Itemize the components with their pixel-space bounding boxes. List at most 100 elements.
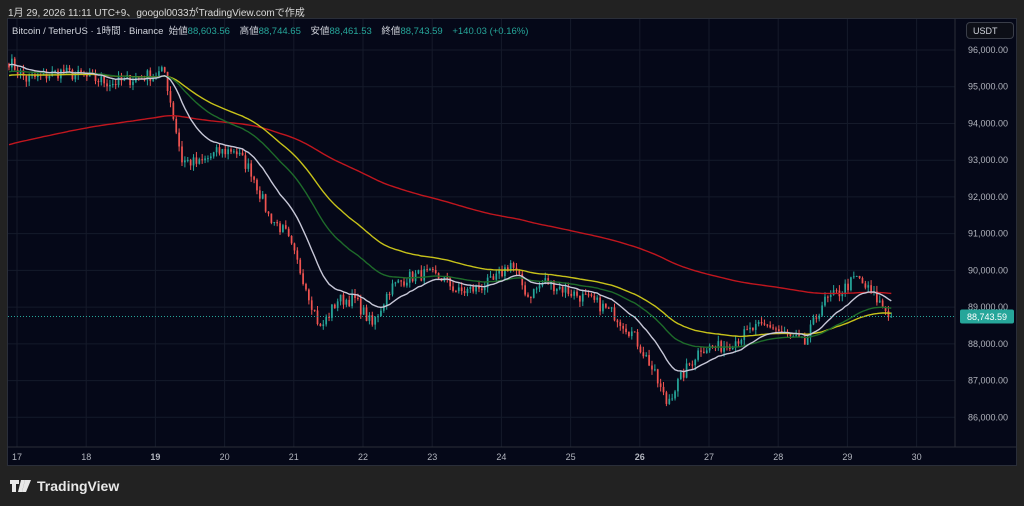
candle-down: [328, 316, 330, 318]
ma-slow-line: [8, 73, 892, 338]
x-tick-label: 29: [842, 452, 852, 462]
candle-down: [472, 286, 475, 292]
candle-up: [573, 291, 575, 296]
candle-up: [806, 337, 809, 345]
candle-down: [861, 278, 864, 284]
x-tick-label: 27: [704, 452, 714, 462]
candle-down: [172, 102, 175, 119]
candle-down: [189, 159, 192, 166]
candle-down: [264, 194, 267, 212]
candle-up: [397, 280, 400, 283]
y-tick-label: 88,000.00: [968, 339, 1008, 349]
low-value: 88,461.53: [329, 26, 372, 37]
candle-up: [731, 347, 734, 349]
candle-up: [51, 71, 54, 77]
candle-down: [711, 345, 714, 347]
candle-down: [308, 289, 310, 301]
chart-panel[interactable]: [7, 18, 1017, 466]
candle-up: [852, 276, 855, 278]
ma-mid-line: [8, 70, 892, 349]
candle-up: [345, 299, 348, 305]
candle-down: [524, 285, 526, 295]
candle-down: [884, 307, 887, 312]
candle-up: [117, 76, 120, 86]
candle-up: [538, 285, 541, 289]
candle-up: [160, 67, 163, 72]
candle-down: [521, 273, 524, 286]
x-tick-label: 20: [220, 452, 230, 462]
candle-down: [835, 290, 838, 292]
candle-up: [509, 263, 512, 271]
x-tick-label: 25: [566, 452, 576, 462]
candle-down: [354, 294, 356, 299]
candle-up: [850, 277, 852, 291]
candle-up: [394, 282, 397, 284]
candle-down: [296, 250, 299, 260]
candle-down: [590, 294, 593, 296]
y-tick-label: 87,000.00: [968, 376, 1008, 386]
candle-up: [832, 290, 835, 295]
candle-up: [215, 147, 218, 153]
candle-down: [777, 329, 780, 332]
candle-down: [388, 294, 391, 296]
candle-up: [558, 286, 561, 289]
candle-down: [481, 288, 483, 291]
y-tick-label: 94,000.00: [968, 118, 1008, 128]
candle-up: [209, 156, 212, 159]
open-value: 88,603.56: [187, 26, 230, 37]
candle-down: [737, 341, 740, 344]
candle-down: [639, 346, 642, 353]
candle-down: [299, 259, 302, 274]
candle-down: [619, 322, 622, 326]
candle-up: [824, 296, 826, 306]
candle-down: [858, 275, 861, 279]
currency-selector[interactable]: USDT: [966, 22, 1014, 39]
candle-up: [238, 152, 241, 155]
candle-down: [518, 270, 521, 274]
chart-caption: 1月 29, 2026 11:11 UTC+9、googol0033がTradi…: [8, 8, 305, 19]
candle-up: [486, 277, 489, 288]
candle-up: [339, 294, 342, 302]
tradingview-logo-icon: [10, 480, 31, 492]
candle-down: [752, 327, 754, 330]
candle-down: [460, 287, 463, 292]
candle-down: [449, 277, 452, 287]
candle-down: [434, 270, 437, 274]
candle-up: [668, 398, 671, 404]
candle-down: [567, 287, 570, 294]
candle-down: [287, 228, 290, 236]
candle-down: [140, 77, 143, 79]
candle-up: [564, 287, 567, 293]
candle-up: [792, 335, 795, 337]
candle-up: [498, 269, 501, 274]
candle-up: [867, 285, 870, 288]
candle-down: [659, 383, 662, 387]
candle-down: [587, 294, 590, 296]
candle-up: [19, 70, 22, 74]
x-tick-label: 24: [496, 452, 506, 462]
candle-down: [290, 235, 293, 244]
candle-down: [642, 352, 645, 357]
candle-up: [351, 294, 353, 307]
candle-up: [374, 317, 377, 325]
y-tick-label: 92,000.00: [968, 192, 1008, 202]
candle-down: [195, 157, 198, 164]
y-tick-label: 89,000.00: [968, 302, 1008, 312]
candle-up: [100, 76, 103, 83]
candle-up: [36, 74, 39, 77]
candle-up: [855, 275, 858, 277]
candle-down: [400, 280, 402, 282]
candle-down: [80, 70, 82, 74]
candle-down: [763, 323, 766, 325]
candle-up: [740, 339, 743, 344]
candle-up: [132, 81, 134, 86]
candle-up: [809, 324, 812, 338]
candle-up: [391, 283, 394, 295]
tradingview-logo[interactable]: TradingView: [10, 478, 119, 494]
candle-up: [581, 293, 584, 302]
candle-down: [561, 286, 564, 293]
candle-up: [212, 152, 215, 157]
candle-up: [469, 286, 472, 290]
x-tick-label: 17: [12, 452, 22, 462]
